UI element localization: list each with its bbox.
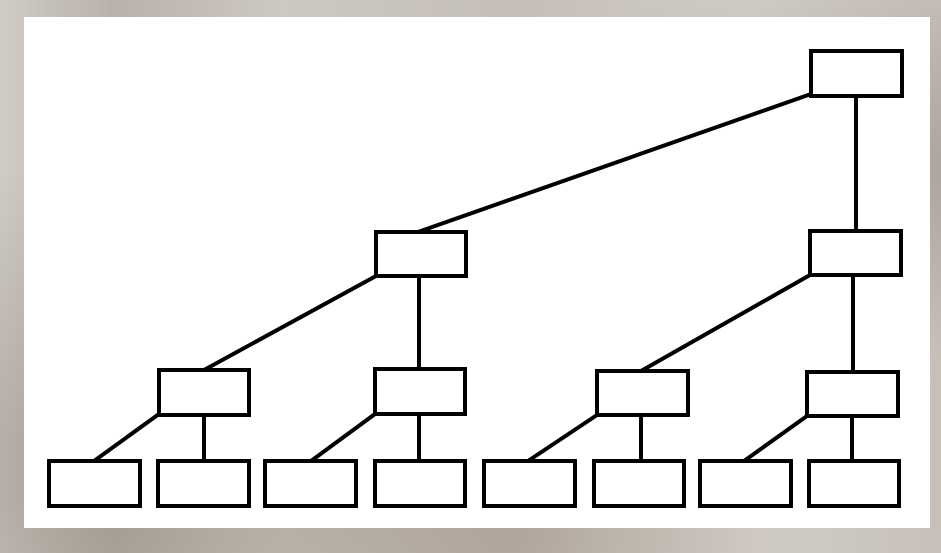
node-leaf-4 [375, 461, 465, 506]
edge-l1-right-to-l2-c [641, 275, 810, 371]
edge-l2-a-to-leaf-1 [94, 414, 159, 461]
edge-root-to-l1-left [418, 94, 811, 232]
node-leaf-5 [484, 461, 575, 506]
node-leaf-2 [158, 461, 249, 506]
node-l2-c [597, 371, 688, 415]
edge-l2-c-to-leaf-5 [528, 415, 597, 461]
node-leaf-3 [265, 461, 356, 506]
node-leaf-8 [809, 461, 899, 506]
node-l2-d [807, 372, 898, 416]
edge-l1-left-to-l2-a [204, 276, 376, 370]
edge-l2-d-to-leaf-7 [744, 416, 807, 461]
node-l2-b [375, 369, 465, 414]
node-leaf-7 [700, 461, 791, 506]
node-leaf-6 [594, 461, 684, 506]
node-l2-a [159, 370, 249, 415]
node-l1-right [810, 231, 901, 275]
node-root [811, 51, 902, 96]
node-l1-left [376, 232, 466, 276]
node-leaf-1 [49, 461, 140, 506]
edge-l2-b-to-leaf-3 [311, 414, 375, 461]
